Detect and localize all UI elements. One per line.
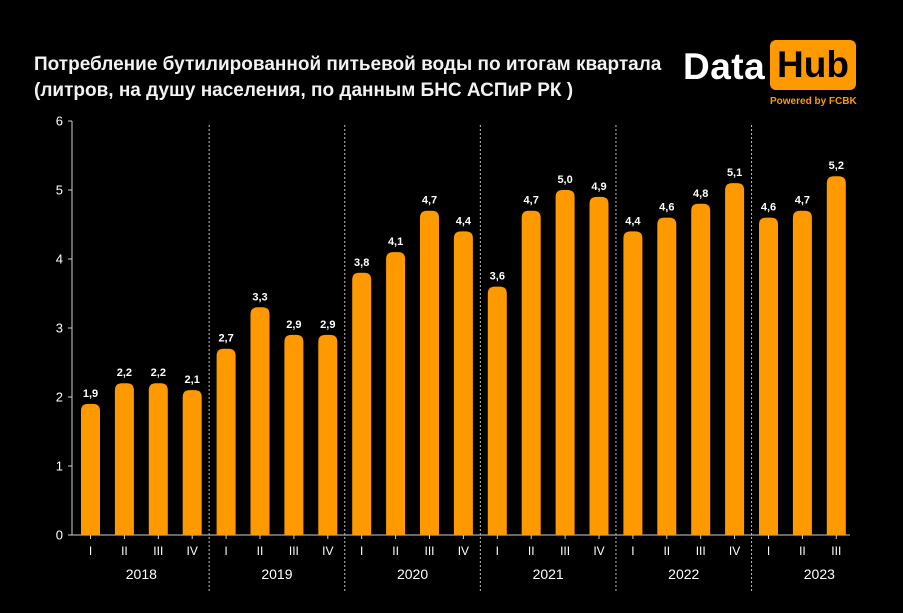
bar — [284, 334, 304, 535]
bar — [759, 217, 778, 535]
x-tick-label: I — [89, 544, 92, 558]
y-tick-label: 3 — [56, 321, 63, 336]
bar-value-label: 4,7 — [524, 195, 539, 207]
x-group-label: 2021 — [533, 566, 564, 582]
bar — [657, 217, 677, 535]
bar-value-label: 2,7 — [218, 333, 233, 345]
bar-value-label: 2,2 — [117, 367, 132, 379]
datahub-logo: Data Hub Powered by FCBK — [683, 40, 863, 110]
x-tick-label: I — [631, 544, 634, 558]
bar-value-label: 4,7 — [422, 195, 437, 207]
y-tick-label: 0 — [56, 528, 63, 543]
bar — [555, 190, 575, 535]
bar-value-label: 4,8 — [693, 188, 708, 200]
bar-value-label: 2,1 — [185, 374, 200, 386]
x-tick-label: III — [289, 544, 299, 558]
bar-value-label: 4,4 — [625, 215, 641, 227]
logo-word-hub: Hub — [770, 40, 856, 90]
x-tick-label: II — [257, 544, 264, 558]
bar-value-label: 1,9 — [83, 388, 98, 400]
bar — [182, 390, 202, 535]
x-tick-label: IV — [729, 544, 740, 558]
bar-value-label: 4,7 — [795, 195, 810, 207]
bar — [148, 383, 168, 535]
x-tick-label: II — [528, 544, 535, 558]
y-tick-label: 2 — [56, 390, 63, 405]
bar — [623, 231, 643, 535]
logo-word-data: Data — [683, 46, 766, 87]
bar-value-label: 4,4 — [456, 215, 472, 227]
bar-value-label: 3,8 — [354, 257, 369, 269]
bar — [318, 334, 338, 535]
x-tick-label: II — [799, 544, 806, 558]
bar — [81, 403, 100, 535]
y-tick-label: 6 — [56, 114, 63, 129]
bar — [250, 307, 270, 535]
x-tick-label: IV — [458, 544, 469, 558]
bar-value-label: 4,9 — [591, 181, 606, 193]
x-tick-label: III — [153, 544, 163, 558]
bar-value-label: 5,2 — [829, 160, 844, 172]
x-tick-label: II — [121, 544, 128, 558]
x-tick-label: I — [496, 544, 499, 558]
x-tick-label: IV — [593, 544, 604, 558]
y-tick-label: 4 — [56, 252, 63, 267]
bar — [216, 348, 236, 535]
chart-title-line-2: (литров, на душу населения, по данным БН… — [34, 80, 574, 101]
x-tick-label: II — [663, 544, 670, 558]
bar-value-label: 2,9 — [320, 319, 335, 331]
bar — [352, 272, 372, 535]
bar-value-label: 4,6 — [761, 202, 776, 214]
bar-value-label: 5,0 — [557, 174, 572, 186]
x-group-label: 2020 — [397, 566, 428, 582]
x-tick-label: IV — [187, 544, 198, 558]
x-group-label: 2019 — [261, 566, 292, 582]
x-tick-label: IV — [322, 544, 333, 558]
bar-value-label: 4,1 — [388, 236, 403, 248]
x-group-label: 2018 — [126, 566, 157, 582]
bar — [792, 210, 812, 535]
x-tick-label: I — [767, 544, 770, 558]
bar — [114, 383, 134, 535]
bar-value-label: 5,1 — [727, 167, 742, 179]
bar — [453, 231, 473, 535]
bar — [725, 183, 745, 535]
bar — [386, 252, 406, 535]
y-tick-label: 5 — [56, 183, 63, 198]
bar-value-label: 3,6 — [490, 271, 505, 283]
x-tick-label: III — [831, 544, 841, 558]
chart-title-line-1: Потребление бутилированной питьевой воды… — [34, 54, 662, 75]
x-tick-label: I — [224, 544, 227, 558]
bar — [589, 196, 609, 535]
bar-value-label: 4,6 — [659, 202, 674, 214]
bar — [826, 176, 846, 535]
x-tick-label: III — [560, 544, 570, 558]
x-group-label: 2022 — [668, 566, 699, 582]
x-tick-label: III — [424, 544, 434, 558]
x-tick-label: III — [696, 544, 706, 558]
bar — [487, 286, 507, 535]
chart-title: Потребление бутилированной питьевой воды… — [34, 52, 674, 104]
x-tick-label: II — [392, 544, 399, 558]
logo-tagline: Powered by FCBK — [770, 96, 857, 107]
bar-value-label: 2,9 — [286, 319, 301, 331]
bar-value-label: 2,2 — [151, 367, 166, 379]
bar-value-label: 3,3 — [252, 291, 267, 303]
x-group-label: 2023 — [804, 566, 835, 582]
y-tick-label: 1 — [56, 459, 63, 474]
bar — [420, 210, 439, 535]
x-tick-label: I — [360, 544, 363, 558]
bar — [521, 210, 541, 535]
bar — [691, 203, 711, 536]
